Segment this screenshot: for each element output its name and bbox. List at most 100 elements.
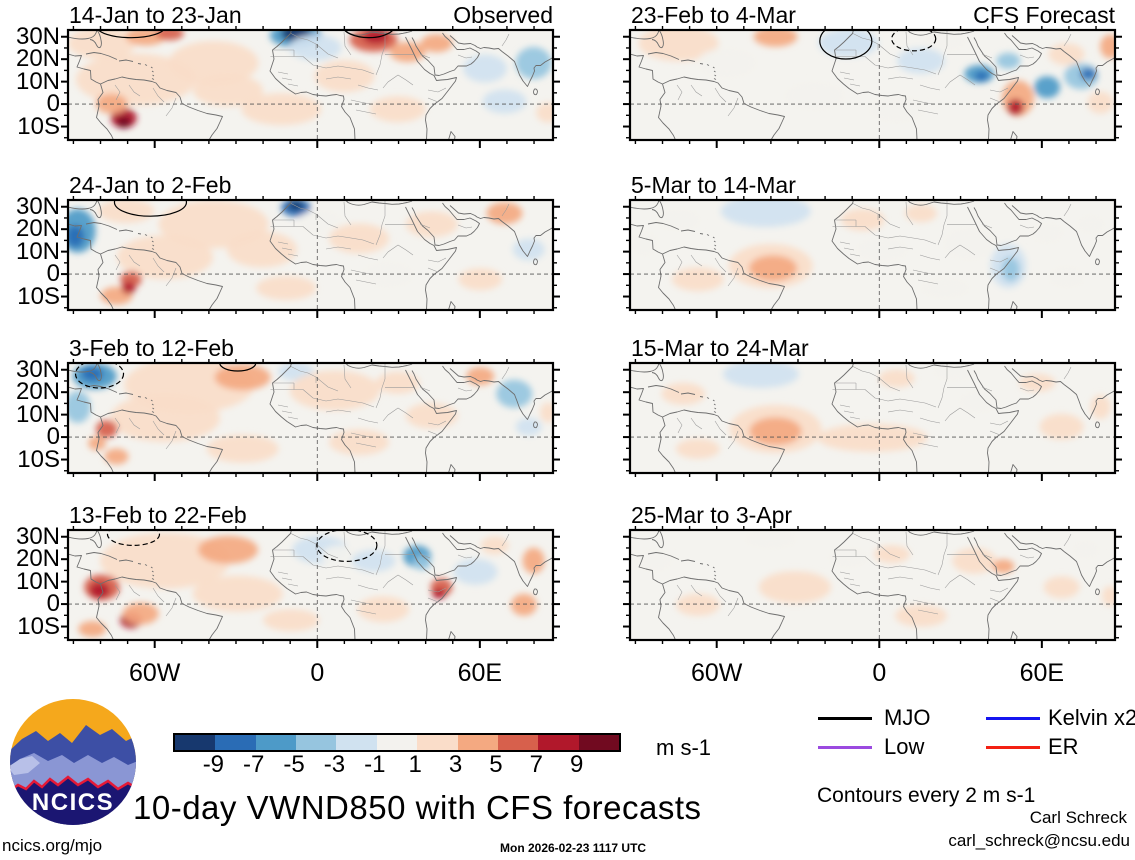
coastline bbox=[658, 416, 676, 473]
anomaly-blob bbox=[515, 47, 552, 79]
anomaly-blob bbox=[1102, 586, 1115, 606]
coastline bbox=[68, 386, 101, 418]
colorbar-cell bbox=[497, 735, 539, 750]
anomaly-blob bbox=[1080, 68, 1097, 80]
country-border bbox=[419, 386, 473, 392]
panel-date-range: 3-Feb to 12-Feb bbox=[69, 335, 234, 361]
country-border bbox=[676, 417, 739, 450]
lon-tick-label: 60E bbox=[1019, 659, 1065, 687]
anomaly-blob bbox=[458, 268, 503, 291]
anomaly-blob bbox=[932, 363, 977, 381]
anomaly-blob bbox=[117, 235, 213, 280]
anomaly-blob bbox=[420, 34, 453, 53]
legend-line-kelvin-x2 bbox=[986, 717, 1040, 720]
colorbar-cell bbox=[336, 735, 377, 750]
anomaly-blob bbox=[675, 593, 720, 616]
coastline bbox=[100, 76, 223, 140]
map-panel: 5-Mar to 14-Mar bbox=[623, 173, 1122, 318]
anomaly-blob bbox=[482, 89, 527, 114]
coastline bbox=[533, 258, 538, 266]
coastline bbox=[96, 416, 114, 473]
country-border bbox=[343, 531, 352, 556]
anomaly-blob bbox=[1048, 266, 1085, 288]
anomaly-blob bbox=[81, 367, 104, 381]
coastline bbox=[1010, 631, 1018, 640]
coastline bbox=[1063, 384, 1115, 420]
coastline bbox=[96, 83, 114, 140]
anomaly-blob bbox=[206, 434, 279, 463]
anomaly-blob bbox=[329, 223, 389, 254]
country-border bbox=[989, 587, 1009, 603]
coastline bbox=[907, 530, 976, 536]
country-border bbox=[832, 382, 865, 390]
anomaly-blob bbox=[943, 228, 996, 260]
anomaly-blob bbox=[638, 30, 719, 62]
anomaly-blob bbox=[486, 202, 523, 225]
coastline bbox=[405, 206, 457, 310]
coastline bbox=[501, 51, 553, 87]
wave-contour bbox=[74, 363, 125, 389]
country-border bbox=[887, 576, 914, 580]
country-border bbox=[852, 33, 901, 59]
coastline bbox=[533, 88, 538, 96]
anomaly-blob bbox=[758, 571, 831, 604]
country-border bbox=[864, 226, 937, 245]
coastline bbox=[647, 552, 717, 580]
coastline bbox=[411, 532, 480, 576]
map-canvas bbox=[623, 359, 1122, 481]
panel-frame bbox=[628, 361, 1117, 475]
coastline bbox=[411, 365, 480, 409]
country-border bbox=[905, 364, 914, 389]
lat-tick-label: 0 bbox=[46, 590, 60, 618]
anomaly-blob bbox=[155, 30, 184, 41]
coastline bbox=[1010, 464, 1018, 473]
country-border bbox=[864, 556, 937, 575]
lat-tick-label: 20N bbox=[15, 45, 60, 73]
country-border bbox=[302, 389, 375, 408]
panel-date-range: 24-Jan to 2-Feb bbox=[69, 172, 232, 198]
anomaly-blob bbox=[241, 93, 322, 126]
wave-contour bbox=[316, 530, 378, 562]
country-border bbox=[290, 203, 339, 229]
anomaly-blob bbox=[959, 390, 1000, 413]
ncics-logo: NCICS bbox=[8, 697, 138, 827]
country-border bbox=[270, 382, 303, 390]
country-border bbox=[343, 201, 352, 226]
panel-frame bbox=[628, 528, 1117, 642]
anomaly-blob bbox=[873, 545, 910, 564]
coastline bbox=[68, 30, 102, 49]
coastline bbox=[448, 131, 456, 140]
legend-line-mjo bbox=[818, 717, 872, 720]
coastline bbox=[501, 221, 553, 257]
country-border bbox=[270, 549, 303, 557]
country-border bbox=[290, 366, 339, 392]
anomaly-blob bbox=[753, 30, 798, 47]
map-canvas bbox=[61, 526, 560, 648]
country-border bbox=[114, 254, 177, 287]
map-panel: 3-Feb to 12-Feb bbox=[61, 336, 560, 481]
anomaly-blob bbox=[110, 394, 220, 442]
colorbar-tick-label: 9 bbox=[569, 751, 584, 778]
coastline bbox=[630, 553, 663, 585]
coastline bbox=[967, 369, 1019, 473]
anomaly-blob bbox=[321, 545, 358, 568]
anomaly-blob bbox=[463, 54, 508, 83]
country-border bbox=[989, 87, 1009, 103]
country-border bbox=[290, 33, 339, 59]
anomaly-blob bbox=[675, 438, 720, 459]
lat-tick-label: 0 bbox=[46, 423, 60, 451]
coastline bbox=[345, 200, 414, 206]
colorbar bbox=[173, 733, 621, 752]
country-border bbox=[114, 84, 177, 117]
coastline bbox=[907, 30, 976, 36]
country-border bbox=[912, 84, 941, 115]
coastline bbox=[1063, 551, 1115, 587]
coastline bbox=[85, 52, 155, 80]
coastline bbox=[449, 205, 503, 222]
ncics-logo-icon: NCICS bbox=[10, 699, 136, 825]
lon-tick-label: 0 bbox=[872, 659, 887, 687]
anomaly-blob bbox=[749, 255, 798, 282]
country-border bbox=[114, 584, 177, 617]
coastline bbox=[630, 530, 664, 549]
coastline bbox=[96, 253, 114, 310]
